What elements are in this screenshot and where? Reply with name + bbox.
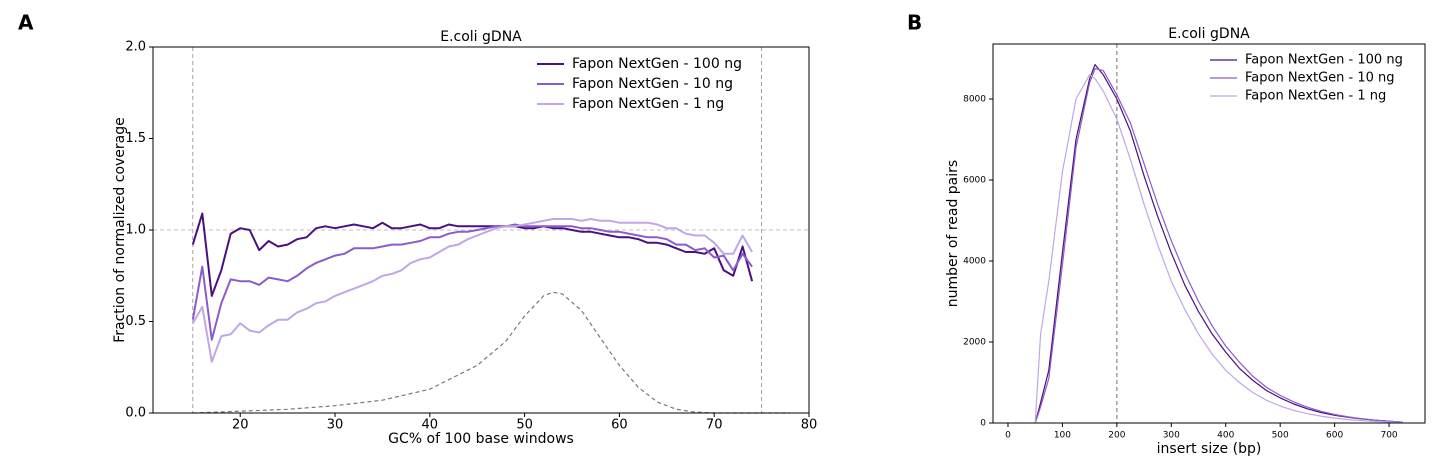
series-line (1034, 68, 1403, 424)
series-line (1034, 63, 1403, 424)
x-tick-label: 100 (1054, 431, 1071, 441)
x-axis-label: insert size (bp) (1157, 441, 1262, 457)
legend-label: Fapon NextGen - 10 ng (572, 76, 733, 92)
x-tick-label: 0 (1005, 431, 1011, 441)
y-tick-label: 8000 (963, 94, 986, 104)
axes-frame (992, 43, 1426, 424)
x-tick-label: 40 (422, 418, 439, 433)
chart-title: E.coli gDNA (440, 29, 522, 45)
x-tick-label: 50 (516, 418, 533, 433)
y-tick-label: 2000 (963, 337, 986, 347)
panel-label: B (907, 11, 922, 35)
legend-label: Fapon NextGen - 100 ng (572, 56, 742, 72)
x-tick-label: 500 (1272, 431, 1289, 441)
y-axis-label: Fraction of normalized coverage (112, 117, 128, 343)
y-tick-label: 0 (980, 419, 986, 429)
series-line (191, 212, 754, 297)
x-tick-label: 600 (1326, 431, 1343, 441)
x-tick-label: 300 (1163, 431, 1180, 441)
x-tick-label: 30 (327, 418, 344, 433)
x-tick-label: 60 (611, 418, 628, 433)
x-tick-label: 70 (706, 418, 723, 433)
y-tick-label: 2.0 (125, 40, 146, 55)
y-tick-label: 0.0 (125, 406, 146, 421)
y-axis-label: number of read pairs (945, 160, 961, 307)
series-line (191, 223, 753, 341)
panel-label: A (18, 11, 34, 35)
legend-label: Fapon NextGen - 1 ng (1245, 89, 1386, 104)
chart-title: E.coli gDNA (1168, 26, 1250, 42)
x-tick-label: 80 (801, 418, 818, 433)
series-line (191, 218, 753, 363)
y-tick-label: 0.5 (125, 314, 146, 329)
series-line (192, 291, 790, 414)
y-tick-label: 6000 (963, 175, 986, 185)
x-axis-label: GC% of 100 base windows (388, 431, 574, 447)
y-tick-label: 1.5 (125, 131, 146, 146)
x-tick-label: 20 (232, 418, 249, 433)
x-tick-label: 200 (1108, 431, 1125, 441)
series-line (1034, 74, 1403, 424)
legend-label: Fapon NextGen - 1 ng (572, 96, 724, 112)
legend-label: Fapon NextGen - 100 ng (1245, 53, 1403, 68)
x-tick-label: 700 (1380, 431, 1397, 441)
legend-label: Fapon NextGen - 10 ng (1245, 71, 1395, 86)
axes-frame (152, 46, 810, 414)
x-tick-label: 400 (1217, 431, 1234, 441)
y-tick-label: 1.0 (125, 223, 146, 238)
y-tick-label: 4000 (963, 256, 986, 266)
